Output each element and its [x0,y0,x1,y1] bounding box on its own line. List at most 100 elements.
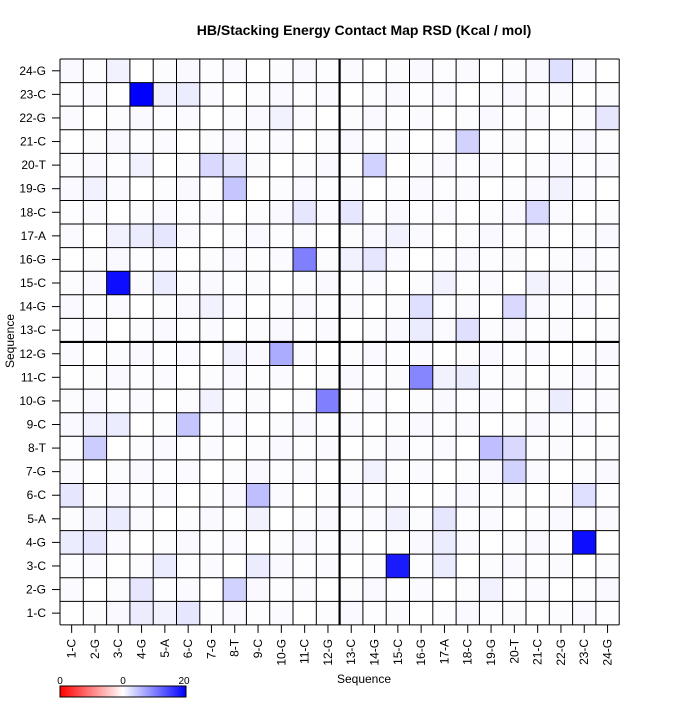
heatmap-cell [432,389,457,413]
heatmap-cell [456,507,480,531]
heatmap-cell [432,530,457,555]
heatmap-cell [129,530,154,555]
heatmap-cell [549,483,573,508]
heatmap-cell [83,412,107,437]
heatmap-cell [293,129,317,154]
y-tick-label: 15-C [20,276,46,290]
heatmap-cell [153,341,177,366]
heatmap-cell [432,436,457,460]
heatmap-cell [549,554,573,578]
heatmap-cell [293,341,317,366]
heatmap-cell [595,271,620,295]
heatmap-cell [223,200,247,225]
heatmap-cell [129,176,154,201]
heatmap-cell [269,129,293,154]
heatmap-cell [246,247,270,272]
heatmap-cell [83,507,107,531]
heatmap-cell [199,59,224,83]
heatmap-cell [526,318,550,342]
y-tick-label: 7-G [26,465,46,479]
heatmap-cell [502,82,526,107]
heatmap-cell [502,530,526,555]
heatmap-cell [60,318,84,342]
heatmap-cell [432,82,457,107]
heatmap-cell [572,129,596,154]
heatmap-cell [269,436,293,460]
heatmap-cell [502,483,526,508]
heatmap-cell [549,459,573,484]
heatmap-cell [595,129,620,154]
heatmap-cell [549,247,573,272]
heatmap-cell [595,247,620,272]
heatmap-cell [479,459,503,484]
heatmap-cell [386,577,410,602]
heatmap-cell [432,577,457,602]
heatmap-cell [199,601,224,625]
heatmap-cell [129,106,154,130]
heatmap-cell [60,577,84,602]
heatmap-cell [362,318,387,342]
heatmap-cell [106,389,130,413]
heatmap-cell [129,507,154,531]
heatmap-cell [572,247,596,272]
heatmap-cell [432,294,457,319]
heatmap-cell [479,436,503,460]
heatmap-cell [176,459,200,484]
heatmap-cell [269,153,293,177]
heatmap-cell [176,507,200,531]
heatmap-cell [246,389,270,413]
heatmap-cell [362,247,387,272]
heatmap-cell [293,153,317,177]
x-tick-label: 10-G [274,639,288,666]
heatmap-cell [339,247,363,272]
heatmap-cell [432,507,457,531]
heatmap-cell [153,82,177,107]
heatmap-cell [526,554,550,578]
heatmap-cell [572,341,596,366]
x-tick-label: 3-C [111,639,125,659]
heatmap-cell [60,554,84,578]
heatmap-cell [106,59,130,83]
heatmap-cell [269,341,293,366]
heatmap-cell [106,200,130,225]
heatmap-cell [83,601,107,625]
heatmap-cell [456,129,480,154]
heatmap-cell [223,507,247,531]
heatmap-cell [526,389,550,413]
heatmap-cell [246,577,270,602]
heatmap-cell [83,530,107,555]
heatmap-cell [502,106,526,130]
heatmap-cell [479,106,503,130]
heatmap-cell [502,200,526,225]
heatmap-cell [199,365,224,390]
heatmap-cell [339,224,363,248]
heatmap-cell [246,106,270,130]
y-tick-label: 9-C [27,417,47,431]
heatmap-cell [595,200,620,225]
heatmap-cell [456,200,480,225]
heatmap-cell [129,153,154,177]
heatmap-cell [362,59,387,83]
heatmap-cell [106,601,130,625]
heatmap-cell [572,59,596,83]
heatmap-cell [223,318,247,342]
heatmap-cell [106,294,130,319]
heatmap-cell [409,483,433,508]
heatmap-cell [199,247,224,272]
heatmap-cell [246,507,270,531]
heatmap-cell [572,176,596,201]
heatmap-cell [362,436,387,460]
heatmap-cell [176,200,200,225]
heatmap-cell [316,82,340,107]
heatmap-cell [176,247,200,272]
heatmap-cell [526,129,550,154]
heatmap-cell [246,271,270,295]
heatmap-cell [526,601,550,625]
heatmap-cell [60,200,84,225]
heatmap-cell [549,577,573,602]
heatmap-cell [83,294,107,319]
heatmap-cell [223,294,247,319]
heatmap-cell [526,530,550,555]
heatmap-cell [199,82,224,107]
heatmap-cell [456,224,480,248]
